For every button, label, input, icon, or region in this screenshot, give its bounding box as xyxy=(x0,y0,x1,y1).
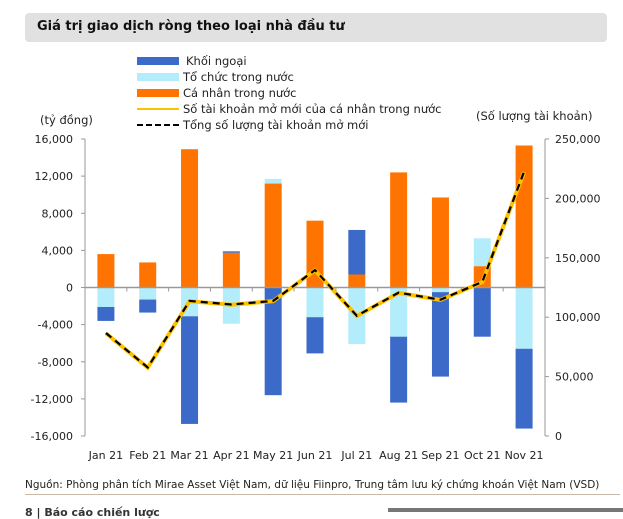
bar-0-7 xyxy=(390,337,407,403)
bar-0-0 xyxy=(97,307,114,321)
y-tick-label: 12,000 xyxy=(35,170,74,183)
y2-tick-label: 250,000 xyxy=(555,133,601,146)
x-tick-label: Oct 21 xyxy=(464,449,501,462)
y2-tick-label: 0 xyxy=(555,430,562,443)
y2-tick-label: 50,000 xyxy=(555,371,594,384)
bar-2-1 xyxy=(139,262,156,287)
bar-0-8 xyxy=(432,292,449,376)
y2-tick-label: 150,000 xyxy=(555,252,601,265)
bar-2-3 xyxy=(223,253,240,288)
x-tick-label: May 21 xyxy=(253,449,293,462)
footer-bar xyxy=(388,508,623,512)
y2-tick-label: 100,000 xyxy=(555,311,601,324)
bar-0-2 xyxy=(181,316,198,424)
page-footer: 8 | Báo cáo chiến lược xyxy=(25,506,160,519)
x-tick-label: Sep 21 xyxy=(421,449,459,462)
bar-2-0 xyxy=(97,254,114,287)
y-tick-label: 16,000 xyxy=(35,133,74,146)
x-tick-label: Jan 21 xyxy=(88,449,123,462)
bar-1-10 xyxy=(516,288,533,349)
bar-2-7 xyxy=(390,172,407,287)
bar-1-5 xyxy=(307,288,324,318)
bar-0-1 xyxy=(139,300,156,313)
y-tick-label: -16,000 xyxy=(31,430,73,443)
bar-1-1 xyxy=(139,288,156,300)
y-tick-label: -12,000 xyxy=(31,393,73,406)
x-tick-label: Jun 21 xyxy=(297,449,333,462)
bar-2-10 xyxy=(516,145,533,287)
bar-1-4 xyxy=(265,179,282,184)
bar-0-5 xyxy=(307,317,324,353)
y2-tick-label: 200,000 xyxy=(555,192,601,205)
x-tick-label: Apr 21 xyxy=(213,449,250,462)
bar-0-3 xyxy=(223,251,240,252)
x-tick-label: Jul 21 xyxy=(340,449,372,462)
source-note: Nguồn: Phòng phân tích Mirae Asset Việt … xyxy=(25,479,620,495)
y-tick-label: 0 xyxy=(66,282,73,295)
bar-0-10 xyxy=(516,349,533,429)
x-tick-label: Feb 21 xyxy=(129,449,166,462)
bar-1-0 xyxy=(97,288,114,307)
y-tick-label: -4,000 xyxy=(38,319,73,332)
bar-0-6 xyxy=(348,230,365,275)
x-tick-label: Aug 21 xyxy=(379,449,418,462)
x-tick-label: Nov 21 xyxy=(505,449,544,462)
bar-2-2 xyxy=(181,149,198,287)
bar-0-9 xyxy=(474,288,491,337)
bar-2-6 xyxy=(348,275,365,288)
y-tick-label: -8,000 xyxy=(38,356,73,369)
y-tick-label: 8,000 xyxy=(42,207,74,220)
bar-2-4 xyxy=(265,184,282,288)
bar-2-8 xyxy=(432,197,449,287)
x-tick-label: Mar 21 xyxy=(170,449,208,462)
y-tick-label: 4,000 xyxy=(42,244,74,257)
